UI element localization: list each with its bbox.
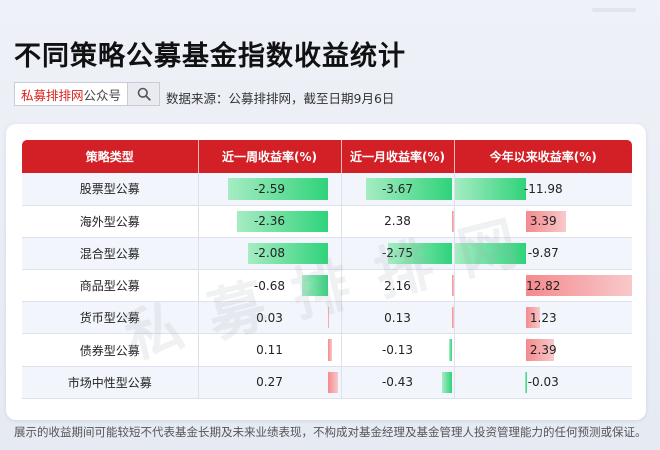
month-return-bar bbox=[442, 371, 453, 393]
week-return-value: 0.27 bbox=[256, 375, 283, 390]
ytd-return-cell: -11.98 bbox=[454, 173, 632, 206]
week-return-bar bbox=[327, 307, 330, 329]
ytd-return-value: 3.39 bbox=[529, 214, 557, 229]
week-return-bar bbox=[327, 339, 333, 361]
month-return-bar bbox=[452, 210, 453, 232]
strategy-cell: 商品型公募 bbox=[22, 269, 199, 303]
month-return-bar bbox=[365, 178, 453, 200]
table-row: 海外型公募 -2.36 2.38 3.39 bbox=[22, 205, 632, 238]
week-return-cell: 0.27 bbox=[198, 366, 342, 399]
strategy-cell: 货币型公募 bbox=[22, 301, 199, 335]
column-header-strategy: 策略类型 bbox=[22, 140, 199, 173]
week-return-bar bbox=[327, 371, 339, 393]
ytd-return-cell: -9.87 bbox=[454, 237, 632, 271]
ytd-return-bar bbox=[525, 275, 632, 297]
search-icon bbox=[137, 87, 151, 101]
strategy-cell: 市场中性型公募 bbox=[22, 366, 199, 399]
brand-search-box[interactable]: 私募排排网 公众号 bbox=[14, 82, 161, 106]
month-return-value: 0.13 bbox=[384, 310, 411, 325]
week-return-cell: -2.08 bbox=[198, 237, 342, 271]
month-return-bar bbox=[387, 242, 453, 265]
month-return-value: 2.38 bbox=[384, 214, 411, 229]
ytd-return-cell: 12.82 bbox=[454, 269, 632, 303]
week-return-value: -2.59 bbox=[253, 181, 286, 196]
ytd-return-bar bbox=[454, 242, 526, 265]
week-return-value: 0.11 bbox=[256, 343, 283, 358]
data-source-note: 数据来源：公募排排网，截至日期9月6日 bbox=[166, 91, 395, 106]
ytd-return-value: -9.87 bbox=[527, 246, 559, 261]
table-row: 债券型公募 0.11 -0.13 2.39 bbox=[22, 333, 632, 367]
strategy-cell: 股票型公募 bbox=[22, 173, 199, 206]
month-return-bar bbox=[452, 307, 453, 329]
ytd-return-cell: 1.23 bbox=[454, 301, 632, 335]
month-return-value: 2.16 bbox=[384, 278, 411, 293]
month-return-cell: 2.38 bbox=[341, 205, 455, 238]
month-return-cell: 2.16 bbox=[341, 269, 455, 303]
strategy-cell: 混合型公募 bbox=[22, 237, 199, 271]
top-accent-bar bbox=[592, 8, 636, 12]
ytd-return-value: -0.03 bbox=[527, 375, 559, 390]
table-row: 货币型公募 0.03 0.13 1.23 bbox=[22, 301, 632, 335]
month-return-cell: -2.75 bbox=[341, 237, 455, 271]
week-return-cell: -2.59 bbox=[198, 173, 342, 206]
table-row: 股票型公募 -2.59 -3.67 -11.98 bbox=[22, 173, 632, 206]
week-return-value: -2.08 bbox=[253, 246, 286, 261]
table-row: 混合型公募 -2.08 -2.75 -9.87 bbox=[22, 237, 632, 271]
month-return-value: -3.67 bbox=[381, 181, 414, 196]
week-return-value: -0.68 bbox=[253, 278, 286, 293]
column-header-week: 近一周收益率(%) bbox=[198, 140, 342, 173]
strategy-cell: 海外型公募 bbox=[22, 205, 199, 238]
brand-label: 私募排排网 公众号 bbox=[15, 83, 127, 105]
month-return-cell: -3.67 bbox=[341, 173, 455, 206]
strategy-cell: 债券型公募 bbox=[22, 333, 199, 367]
week-return-cell: 0.11 bbox=[198, 333, 342, 367]
month-return-value: -2.75 bbox=[381, 246, 414, 261]
week-return-cell: -2.36 bbox=[198, 205, 342, 238]
ytd-return-bar bbox=[525, 210, 567, 232]
month-return-value: -0.43 bbox=[381, 375, 414, 390]
ytd-return-value: 2.39 bbox=[529, 343, 557, 358]
ytd-return-value: 1.23 bbox=[529, 310, 557, 325]
week-return-bar bbox=[228, 178, 328, 200]
column-header-month: 近一月收益率(%) bbox=[341, 140, 455, 173]
month-return-cell: -0.43 bbox=[341, 366, 455, 399]
week-return-bar bbox=[247, 242, 328, 265]
week-return-value: 0.03 bbox=[256, 310, 283, 325]
table-header-row: 策略类型 近一周收益率(%) 近一月收益率(%) 今年以来收益率(%) bbox=[22, 140, 632, 173]
month-return-cell: -0.13 bbox=[341, 333, 455, 367]
ytd-return-cell: 2.39 bbox=[454, 333, 632, 367]
week-return-cell: 0.03 bbox=[198, 301, 342, 335]
ytd-return-value: -11.98 bbox=[523, 181, 563, 196]
ytd-return-bar bbox=[454, 178, 526, 200]
week-return-bar bbox=[237, 210, 328, 232]
table-row: 商品型公募 -0.68 2.16 12.82 bbox=[22, 269, 632, 303]
month-return-bar bbox=[449, 339, 453, 361]
ytd-return-bar bbox=[525, 371, 527, 393]
ytd-return-bar bbox=[525, 339, 555, 361]
brand-suffix: 公众号 bbox=[83, 87, 122, 103]
page-title: 不同策略公募基金指数收益统计 bbox=[14, 41, 406, 72]
search-button[interactable] bbox=[127, 83, 160, 105]
column-header-ytd: 今年以来收益率(%) bbox=[454, 140, 632, 173]
month-return-bar bbox=[452, 275, 453, 297]
brand-name: 私募排排网 bbox=[21, 87, 84, 103]
ytd-return-cell: -0.03 bbox=[454, 366, 632, 399]
ytd-return-cell: 3.39 bbox=[454, 205, 632, 238]
returns-table: 策略类型 近一周收益率(%) 近一月收益率(%) 今年以来收益率(%) 股票型公… bbox=[22, 140, 632, 399]
ytd-return-value: 12.82 bbox=[526, 278, 561, 293]
ytd-return-bar bbox=[525, 307, 541, 329]
disclaimer-text: 展示的收益期间可能较短不代表基金长期及未来业绩表现，不构成对基金经理及基金管理人… bbox=[14, 425, 647, 439]
week-return-value: -2.36 bbox=[253, 214, 286, 229]
week-return-bar bbox=[301, 275, 328, 297]
month-return-cell: 0.13 bbox=[341, 301, 455, 335]
week-return-cell: -0.68 bbox=[198, 269, 342, 303]
table-row: 市场中性型公募 0.27 -0.43 -0.03 bbox=[22, 366, 632, 399]
month-return-value: -0.13 bbox=[381, 343, 414, 358]
